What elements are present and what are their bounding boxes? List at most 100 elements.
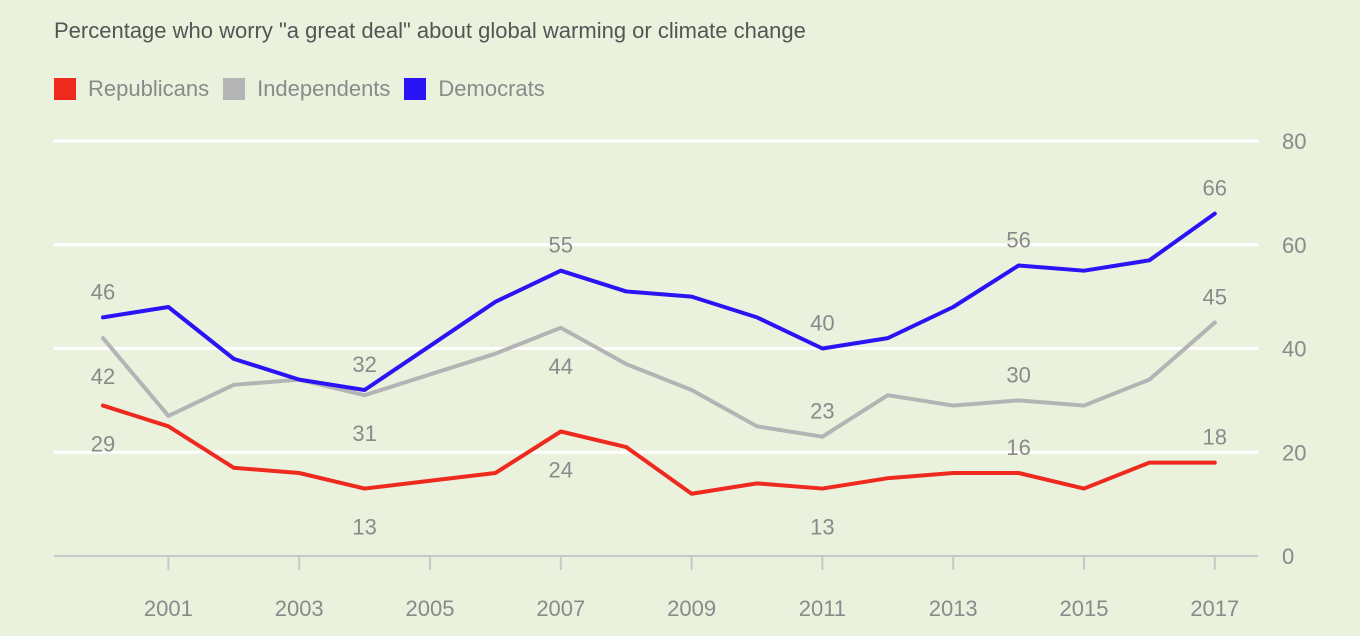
data-point-independents-2014 [1017,398,1021,402]
data-label-democrats-2011: 40 [810,311,834,336]
y-tick-label-0: 0 [1282,544,1294,569]
data-label-independents-2007: 44 [549,354,573,379]
legend-swatch-independents [223,78,246,100]
data-point-democrats-2006 [493,300,497,304]
data-point-independents-2002 [232,383,236,387]
data-point-independents-2013 [951,404,955,408]
data-label-republicans-2014: 16 [1006,435,1030,460]
gridlines [54,139,1258,557]
data-point-democrats-2003 [297,378,301,382]
data-point-republicans-2010 [755,481,759,485]
data-point-independents-2001 [166,414,170,418]
data-label-democrats-2014: 56 [1006,228,1030,253]
legend-item-republicans: Republicans [54,76,209,102]
legend-label-republicans: Republicans [88,76,210,101]
data-point-democrats-2007 [559,269,563,273]
data-point-democrats-2017 [1213,212,1217,216]
data-point-republicans-2017 [1213,461,1217,465]
data-label-independents-2000: 42 [91,364,115,389]
legend-label-democrats: Democrats [438,76,545,101]
data-point-independents-2005 [428,372,432,376]
data-point-republicans-2001 [166,424,170,428]
data-label-independents-2004: 31 [352,421,376,446]
legend-item-democrats: Democrats [404,76,545,102]
data-label-independents-2014: 30 [1006,362,1030,387]
data-point-democrats-2012 [886,336,890,340]
data-point-democrats-2011 [820,347,824,350]
legend-swatch-democrats [404,78,427,100]
data-point-republicans-2004 [363,487,367,491]
data-point-independents-2016 [1147,378,1151,382]
data-point-republicans-2006 [493,471,497,475]
axes: 0 20 40 60 80 2001 2003 2005 2007 2009 2011 2013 201… [144,129,1307,621]
data-point-republicans-2009 [690,492,694,496]
data-point-democrats-2015 [1082,269,1086,273]
data-point-republicans-2007 [559,430,563,433]
x-tick-label-2005: 2005 [406,596,455,621]
data-point-democrats-2008 [624,289,628,293]
data-point-independents-2015 [1082,404,1086,408]
data-point-democrats-2005 [428,344,432,348]
data-point-independents-2011 [820,435,824,439]
data-point-republicans-2005 [428,479,432,483]
chart-title: Percentage who worry "a great deal" abou… [54,18,806,43]
data-label-independents-2017: 45 [1203,285,1227,310]
data-point-independents-2008 [624,362,628,366]
data-point-democrats-2013 [951,305,955,309]
data-point-democrats-2010 [755,315,759,319]
x-tick-label-2015: 2015 [1060,596,1109,621]
data-point-democrats-2001 [166,305,170,309]
data-point-independents-2007 [559,326,563,330]
data-point-independents-2012 [886,393,890,397]
data-point-democrats-2016 [1147,258,1151,262]
data-point-republicans-2012 [886,476,890,480]
data-label-republicans-2004: 13 [352,515,376,540]
data-point-independents-2004 [363,393,367,397]
series-line-independents [101,320,1217,439]
y-tick-label-60: 60 [1282,233,1306,258]
data-label-democrats-2007: 55 [549,233,573,258]
data-point-republicans-2016 [1147,461,1151,465]
x-tick-label-2011: 2011 [799,596,846,621]
data-point-republicans-2003 [297,471,301,475]
data-label-democrats-2000: 46 [91,279,115,304]
data-label-republicans-2007: 24 [549,458,573,483]
data-point-democrats-2000 [101,315,105,319]
data-point-republicans-2011 [820,487,824,491]
data-labels: 29 13 24 13 16 18 42 31 44 23 30 45 46 32 55 40 56 66 [91,176,1227,540]
data-point-republicans-2014 [1017,471,1021,475]
legend: Republicans Independents Democrats [54,76,559,102]
y-tick-label-20: 20 [1282,440,1306,465]
data-point-republicans-2000 [101,404,105,408]
data-label-republicans-2000: 29 [91,432,115,457]
legend-label-independents: Independents [257,76,391,101]
x-tick-label-2013: 2013 [929,596,978,621]
series-lines [101,211,1217,496]
legend-swatch-republicans [54,78,76,100]
data-label-republicans-2017: 18 [1203,425,1227,450]
x-tick-label-2001: 2001 [144,596,193,621]
data-label-republicans-2011: 13 [810,515,834,540]
data-point-independents-2006 [493,352,497,356]
x-tick-label-2009: 2009 [667,596,716,621]
data-point-republicans-2013 [951,471,955,475]
data-point-independents-2010 [755,424,759,428]
data-point-democrats-2009 [690,295,694,299]
legend-item-independents: Independents [223,76,390,102]
y-tick-label-80: 80 [1282,129,1306,154]
x-tick-label-2003: 2003 [275,596,324,621]
data-point-democrats-2014 [1017,264,1021,267]
y-tick-label-40: 40 [1282,337,1306,362]
data-point-republicans-2002 [232,466,236,470]
data-point-republicans-2015 [1082,487,1086,491]
series-line-democrats [101,211,1217,392]
data-label-democrats-2004: 32 [352,352,376,377]
data-point-independents-2009 [690,388,694,392]
x-tick-label-2017: 2017 [1190,596,1239,621]
data-point-independents-2000 [101,336,105,340]
data-label-independents-2011: 23 [810,399,834,424]
data-label-democrats-2017: 66 [1203,176,1227,201]
x-tick-label-2007: 2007 [536,596,585,621]
